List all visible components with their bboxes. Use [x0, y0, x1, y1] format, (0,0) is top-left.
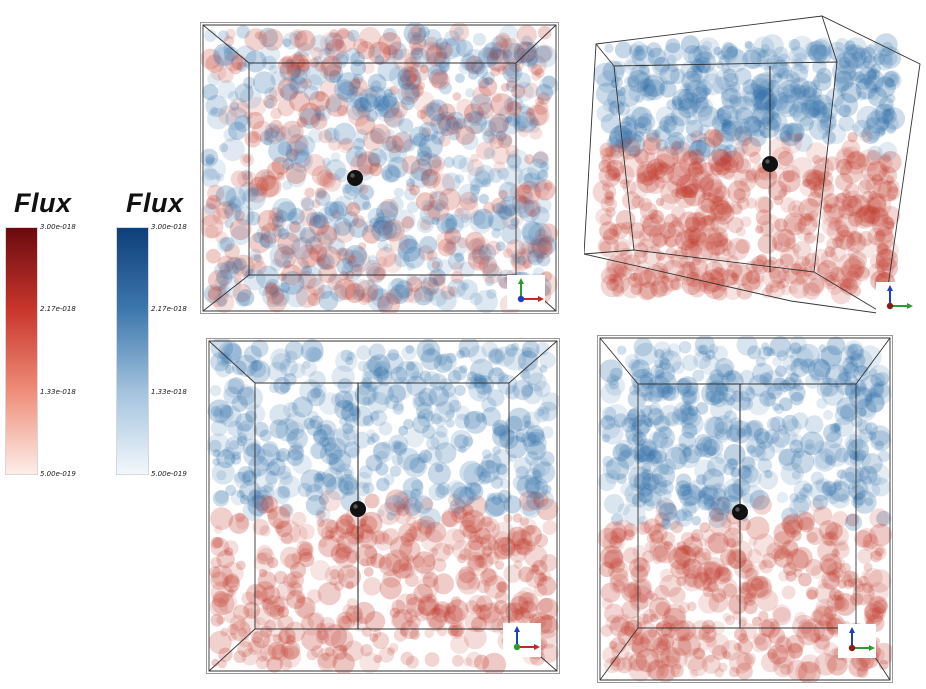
legend-blue-tick-3: 1.33e-018 — [151, 388, 187, 396]
legend-blue-tick-min: 5.00e-019 — [151, 470, 187, 478]
particle-cloud — [598, 336, 892, 682]
legend-red-tick-min: 5.00e-019 — [40, 470, 76, 478]
source-sphere-highlight — [765, 159, 770, 164]
legend-red-tick-2: 2.17e-018 — [40, 305, 76, 313]
source-sphere — [732, 504, 748, 520]
source-sphere-highlight — [735, 507, 740, 512]
render-view-bottom-left[interactable] — [206, 338, 560, 674]
legend-blue-title: Flux — [126, 188, 184, 218]
orientation-axes-icon — [503, 623, 541, 657]
legend-blue-tick-2: 2.17e-018 — [151, 305, 187, 313]
render-view-top-left[interactable] — [200, 22, 559, 314]
legend-red-tick-3: 1.33e-018 — [40, 388, 76, 396]
orientation-axes-icon — [838, 624, 876, 658]
source-sphere-highlight — [353, 504, 358, 509]
front-view-mixed-canvas — [201, 23, 558, 313]
orientation-axes-icon — [876, 282, 914, 316]
source-sphere — [350, 501, 366, 517]
source-sphere — [347, 170, 363, 186]
orientation-axes-icon — [507, 275, 545, 309]
legend-blue-tick-max: 3.00e-018 — [151, 223, 187, 231]
particle-cloud — [207, 339, 559, 673]
legend-blue-colorbar — [116, 227, 149, 475]
source-sphere-highlight — [350, 173, 355, 178]
legend-red-title: Flux — [14, 188, 72, 218]
legend-red-tick-max: 3.00e-018 — [40, 223, 76, 231]
bounding-box — [599, 337, 891, 681]
render-view-bottom-right[interactable] — [597, 335, 893, 683]
source-sphere — [762, 156, 778, 172]
render-view-top-right[interactable] — [584, 14, 922, 318]
particle-cloud — [592, 33, 906, 305]
side-view-1-canvas — [207, 339, 559, 673]
side-view-2-canvas — [598, 336, 892, 682]
particle-cloud — [201, 23, 558, 313]
perspective-view-canvas — [584, 15, 921, 316]
legend-red-colorbar — [5, 227, 38, 475]
